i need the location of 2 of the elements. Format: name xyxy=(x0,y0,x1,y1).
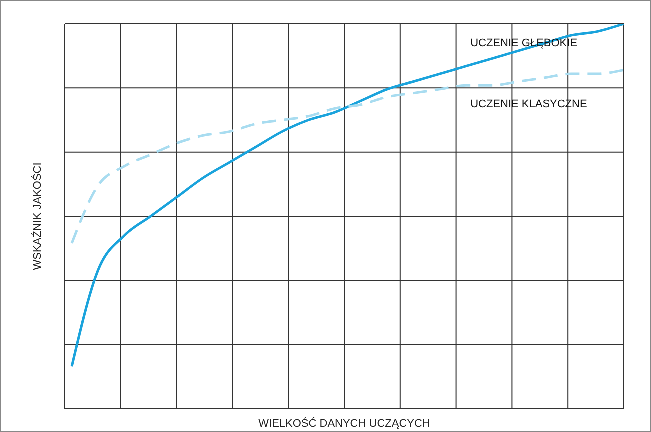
x-axis-title: WIELKOŚĆ DANYCH UCZĄCYCH xyxy=(258,417,430,430)
y-axis-title: WSKAŹNIK JAKOŚCI xyxy=(30,162,44,270)
